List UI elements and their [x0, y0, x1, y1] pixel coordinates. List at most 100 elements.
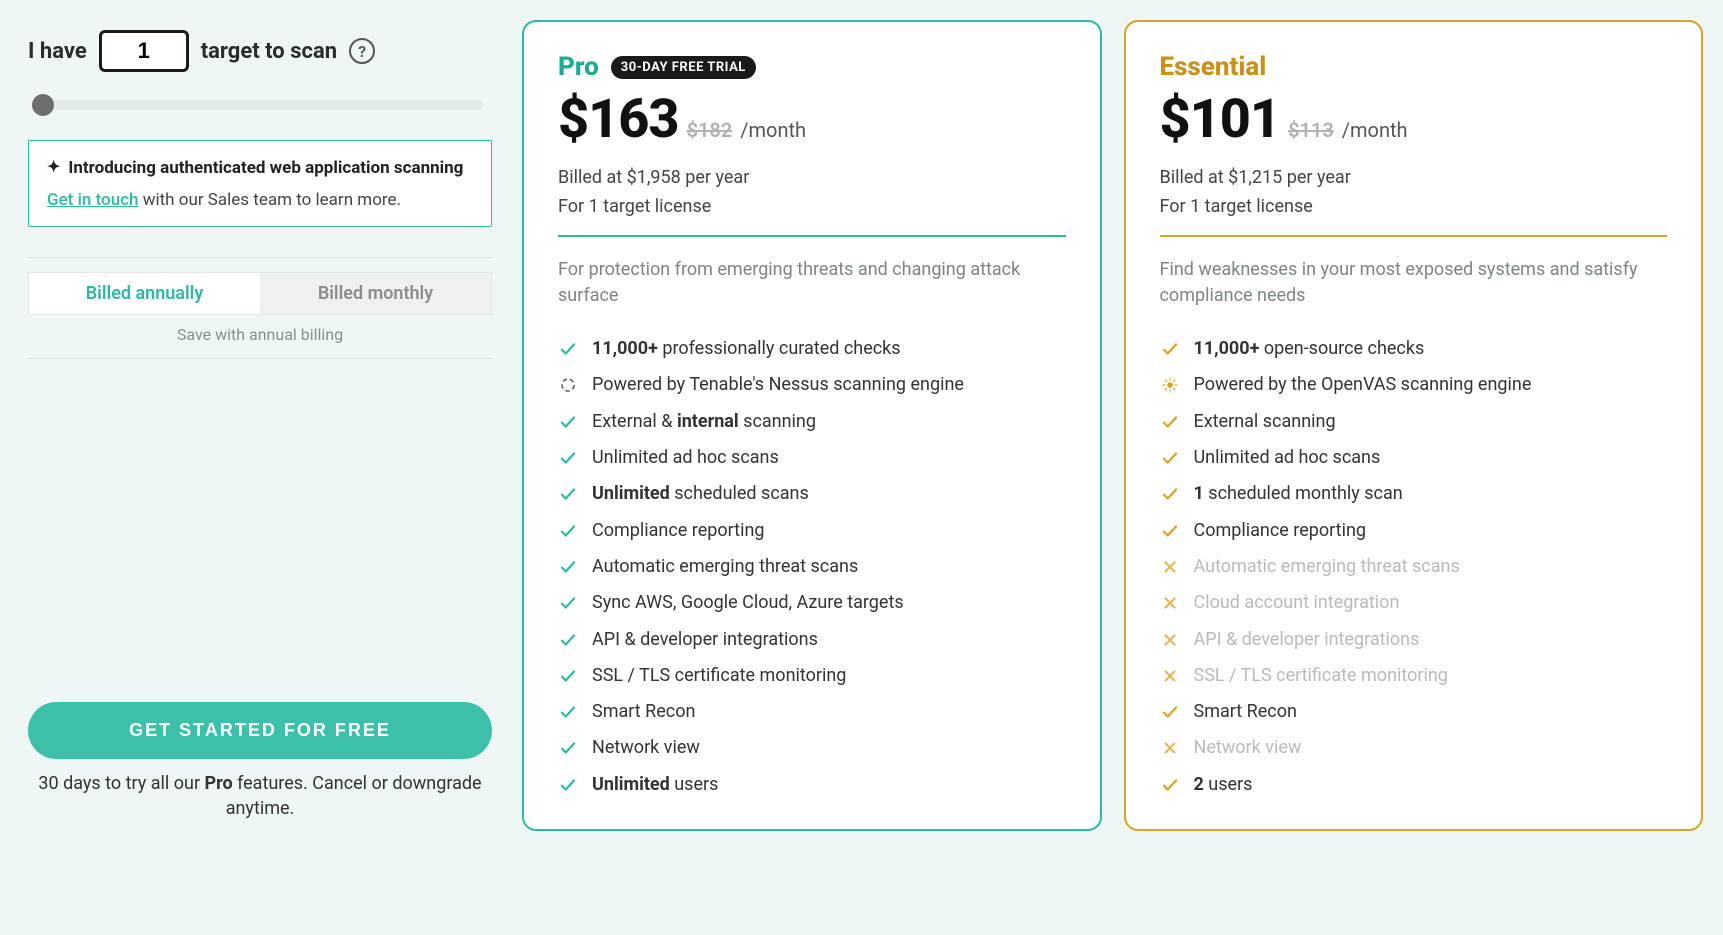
feature-text: Network view: [1194, 736, 1302, 760]
feature-item: Smart Recon: [558, 694, 1066, 730]
feature-text: API & developer integrations: [1194, 628, 1420, 652]
feature-item: 1 scheduled monthly scan: [1160, 476, 1668, 512]
feature-text: Automatic emerging threat scans: [592, 555, 858, 579]
billing-save-note: Save with annual billing: [28, 325, 492, 344]
target-count-row: I have target to scan ?: [28, 30, 492, 72]
feature-item: Powered by the OpenVAS scanning engine: [1160, 367, 1668, 403]
billed-line: Billed at $1,958 per year: [558, 167, 1066, 188]
target-suffix: target to scan: [201, 39, 337, 64]
plan-description: Find weaknesses in your most exposed sys…: [1160, 257, 1668, 309]
check-icon: [558, 666, 578, 686]
feature-item: Powered by Tenable's Nessus scanning eng…: [558, 367, 1066, 403]
check-icon: [558, 557, 578, 577]
feature-item: 11,000+ professionally curated checks: [558, 331, 1066, 367]
plan-header: Pro 30-DAY FREE TRIAL: [558, 52, 1066, 82]
feature-list-pro: 11,000+ professionally curated checks Pow…: [558, 331, 1066, 803]
feature-item: SSL / TLS certificate monitoring: [558, 658, 1066, 694]
plan-description: For protection from emerging threats and…: [558, 257, 1066, 309]
help-icon[interactable]: ?: [349, 38, 375, 64]
spinner-icon: [558, 375, 578, 395]
feature-text: Powered by Tenable's Nessus scanning eng…: [592, 373, 964, 397]
burst-icon: [1160, 375, 1180, 395]
check-icon: [1160, 521, 1180, 541]
feature-item: API & developer integrations: [1160, 622, 1668, 658]
billing-annual-tab[interactable]: Billed annually: [29, 273, 260, 314]
feature-item: Unlimited ad hoc scans: [558, 440, 1066, 476]
check-icon: [1160, 775, 1180, 795]
slider-track: [36, 100, 484, 110]
target-count-input[interactable]: [99, 30, 189, 72]
license-line: For 1 target license: [558, 196, 1066, 217]
feature-text: 1 scheduled monthly scan: [1194, 482, 1403, 506]
feature-item: Automatic emerging threat scans: [558, 549, 1066, 585]
feature-text: Compliance reporting: [1194, 519, 1367, 543]
price-period: /month: [740, 118, 806, 142]
check-icon: [1160, 484, 1180, 504]
check-icon: [1160, 412, 1180, 432]
feature-text: Unlimited scheduled scans: [592, 482, 809, 506]
plan-name: Pro: [558, 52, 599, 82]
feature-item: 2 users: [1160, 767, 1668, 803]
feature-item: Unlimited users: [558, 767, 1066, 803]
check-icon: [1160, 339, 1180, 359]
check-icon: [558, 412, 578, 432]
feature-text: Unlimited users: [592, 773, 718, 797]
plan-divider: [558, 235, 1066, 237]
cross-icon: [1160, 557, 1180, 577]
feature-text: API & developer integrations: [592, 628, 818, 652]
feature-item: API & developer integrations: [558, 622, 1066, 658]
check-icon: [558, 339, 578, 359]
feature-item: Unlimited scheduled scans: [558, 476, 1066, 512]
feature-item: Network view: [1160, 730, 1668, 766]
feature-text: Cloud account integration: [1194, 591, 1400, 615]
feature-text: Powered by the OpenVAS scanning engine: [1194, 373, 1532, 397]
feature-item: Cloud account integration: [1160, 585, 1668, 621]
feature-item: Unlimited ad hoc scans: [1160, 440, 1668, 476]
feature-item: Compliance reporting: [558, 513, 1066, 549]
plan-header: Essential: [1160, 52, 1668, 82]
price-strike: $113: [1288, 118, 1334, 142]
check-icon: [558, 630, 578, 650]
plan-name: Essential: [1160, 52, 1267, 82]
check-icon: [558, 521, 578, 541]
license-line: For 1 target license: [1160, 196, 1668, 217]
feature-text: Unlimited ad hoc scans: [592, 446, 779, 470]
divider: [28, 257, 492, 258]
price-main: $163: [558, 88, 679, 151]
feature-text: Compliance reporting: [592, 519, 765, 543]
price-period: /month: [1342, 118, 1408, 142]
feature-item: Smart Recon: [1160, 694, 1668, 730]
feature-text: Smart Recon: [592, 700, 695, 724]
config-panel: I have target to scan ? ✦ Introducing au…: [20, 20, 500, 831]
feature-item: Sync AWS, Google Cloud, Azure targets: [558, 585, 1066, 621]
cross-icon: [1160, 593, 1180, 613]
check-icon: [558, 775, 578, 795]
check-icon: [558, 484, 578, 504]
check-icon: [1160, 702, 1180, 722]
plan-card-pro: Pro 30-DAY FREE TRIAL $163 $182 /month B…: [522, 20, 1102, 831]
feature-item: Compliance reporting: [1160, 513, 1668, 549]
feature-item: Automatic emerging threat scans: [1160, 549, 1668, 585]
target-slider[interactable]: [36, 94, 484, 116]
feature-item: 11,000+ open-source checks: [1160, 331, 1668, 367]
check-icon: [558, 702, 578, 722]
feature-item: External scanning: [1160, 404, 1668, 440]
billing-monthly-tab[interactable]: Billed monthly: [260, 273, 491, 314]
feature-text: SSL / TLS certificate monitoring: [1194, 664, 1448, 688]
feature-item: Network view: [558, 730, 1066, 766]
get-started-button[interactable]: GET STARTED FOR FREE: [28, 702, 492, 759]
feature-text: Smart Recon: [1194, 700, 1297, 724]
billed-line: Billed at $1,215 per year: [1160, 167, 1668, 188]
promo-subtext: Get in touch with our Sales team to lear…: [47, 190, 473, 210]
feature-text: 2 users: [1194, 773, 1253, 797]
check-icon: [1160, 448, 1180, 468]
promo-link[interactable]: Get in touch: [47, 190, 138, 210]
promo-title: ✦ Introducing authenticated web applicat…: [47, 157, 473, 180]
promo-box: ✦ Introducing authenticated web applicat…: [28, 140, 492, 227]
slider-thumb[interactable]: [32, 94, 54, 116]
price-row: $163 $182 /month: [558, 88, 1066, 151]
feature-text: Unlimited ad hoc scans: [1194, 446, 1381, 470]
feature-item: External & internal scanning: [558, 404, 1066, 440]
feature-text: 11,000+ open-source checks: [1194, 337, 1425, 361]
price-main: $101: [1160, 88, 1281, 151]
